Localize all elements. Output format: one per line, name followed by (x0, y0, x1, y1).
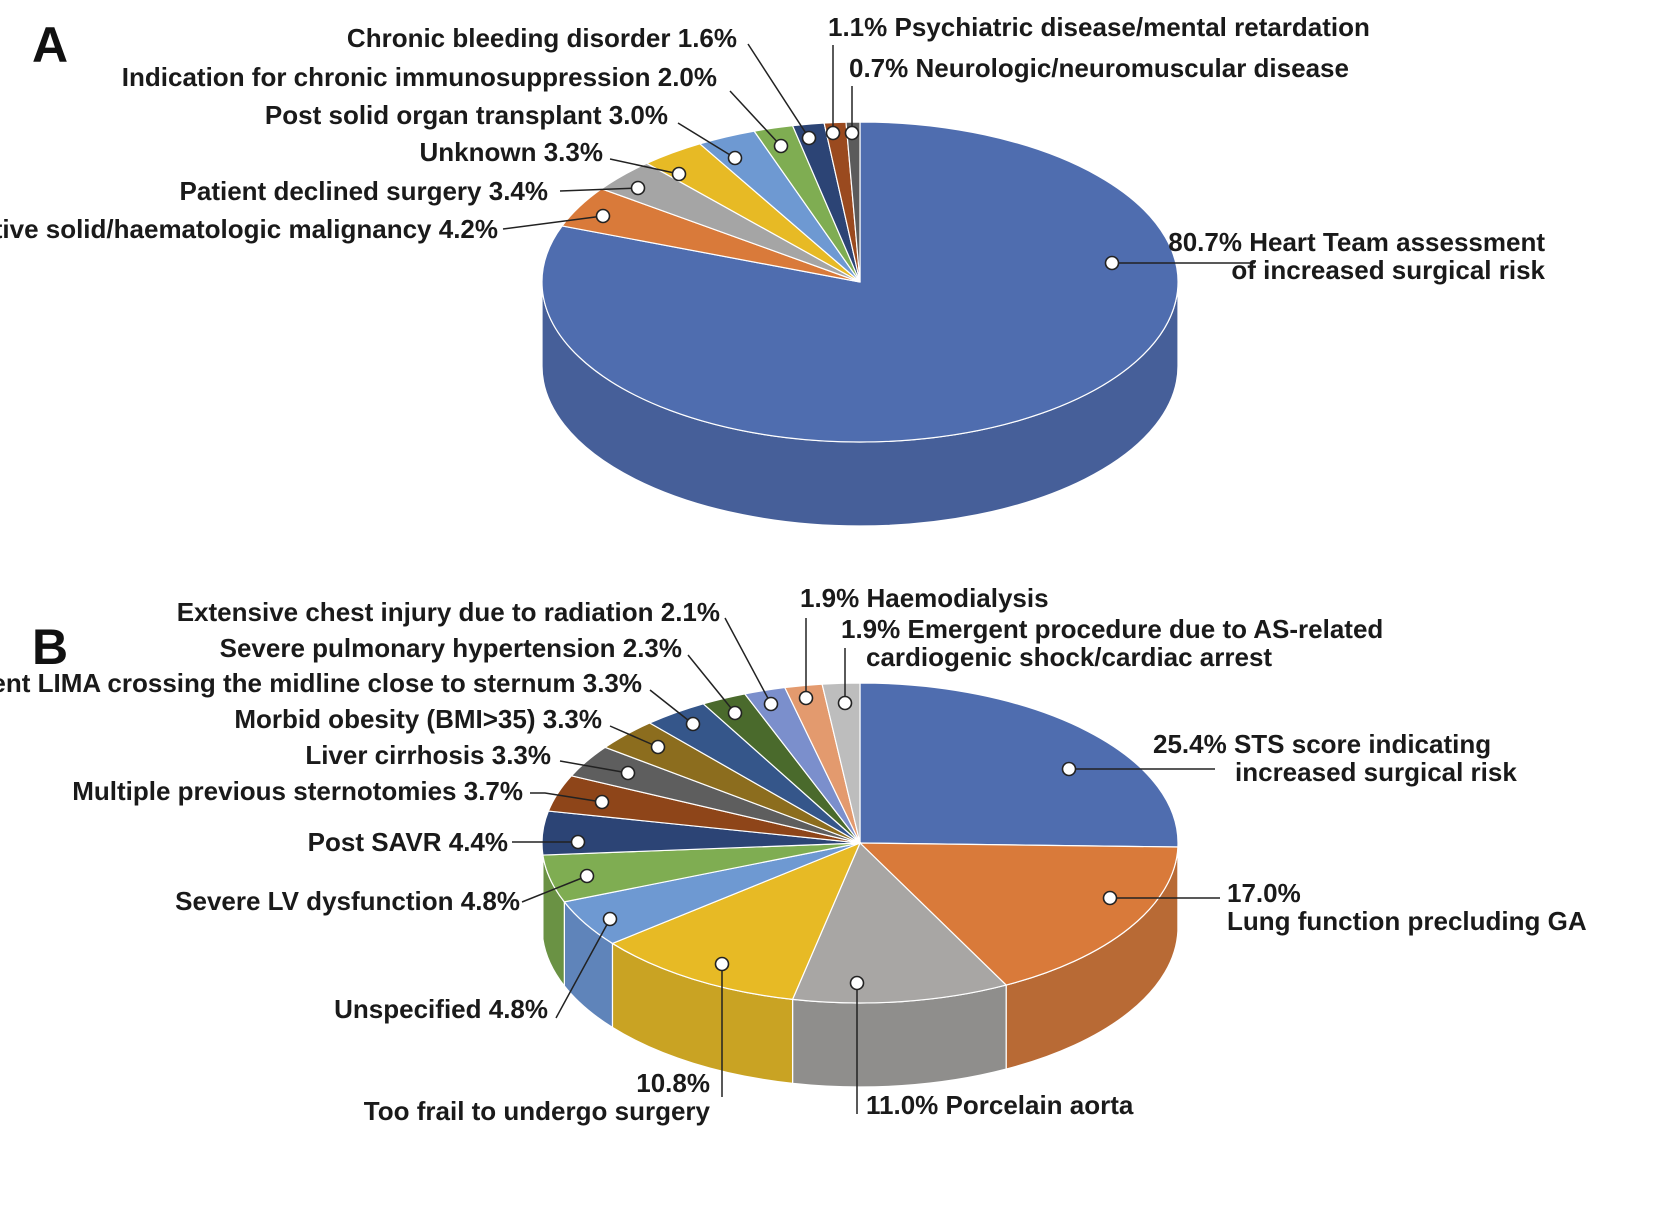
label-marker-chronic-bleeding-disorder (803, 132, 816, 145)
data-label-patient-declined-surgery: Patient declined surgery 3.4% (180, 176, 548, 206)
data-label-morbid-obesity-bmi-35: Morbid obesity (BMI>35) 3.3% (234, 704, 602, 734)
data-label-heart-team-assessment-of-increased-surgical-risk-line-1: 80.7% Heart Team assessment (1168, 227, 1545, 257)
data-label-indication-for-chronic-immunosuppression: Indication for chronic immunosuppression… (122, 62, 717, 92)
label-marker-patent-lima-crossing-the-midline-close-to-sternum (687, 718, 700, 731)
label-marker-liver-cirrhosis (622, 767, 635, 780)
data-label-extensive-chest-injury-due-to-radiation: Extensive chest injury due to radiation … (177, 597, 720, 627)
data-label-heart-team-assessment-of-increased-surgical-risk-line-2: of increased surgical risk (1231, 255, 1545, 285)
label-marker-psychiatric-disease-mental-retardation (827, 127, 840, 140)
panel-letter-b: B (32, 619, 68, 675)
panel-letter-a: A (32, 17, 68, 73)
data-label-severe-pulmonary-hypertension: Severe pulmonary hypertension 2.3% (220, 633, 682, 663)
label-marker-post-savr (572, 836, 585, 849)
label-marker-multiple-previous-sternotomies (596, 796, 609, 809)
data-label-haemodialysis: 1.9% Haemodialysis (800, 583, 1049, 613)
data-label-emergent-procedure-due-to-as-related-cardiogenic-shock-cardiac-arrest-line-2: cardiogenic shock/cardiac arrest (866, 642, 1272, 672)
data-label-lung-function-precluding-ga-line-1: 17.0% (1227, 878, 1301, 908)
data-label-sts-score-indicating-increased-surgical-risk-line-1: 25.4% STS score indicating (1153, 729, 1491, 759)
pie-slices (542, 683, 1178, 1003)
label-marker-patient-declined-surgery (632, 182, 645, 195)
label-marker-morbid-obesity-bmi-35 (652, 741, 665, 754)
label-marker-indication-for-chronic-immunosuppression (775, 140, 788, 153)
label-marker-heart-team-assessment-of-increased-surgical-risk (1106, 257, 1119, 270)
label-marker-neurologic-neuromuscular-disease (846, 127, 859, 140)
data-label-sts-score-indicating-increased-surgical-risk-line-2: increased surgical risk (1235, 757, 1517, 787)
data-label-porcelain-aorta: 11.0% Porcelain aorta (866, 1090, 1134, 1120)
label-marker-porcelain-aorta (851, 977, 864, 990)
pie-slice-sts-score-indicating-increased-surgical-risk (860, 683, 1178, 847)
leader-line-chronic-bleeding-disorder (748, 44, 809, 138)
data-label-psychiatric-disease-mental-retardation: 1.1% Psychiatric disease/mental retardat… (828, 12, 1370, 42)
data-label-neurologic-neuromuscular-disease: 0.7% Neurologic/neuromuscular disease (849, 53, 1349, 83)
label-marker-unknown (673, 168, 686, 181)
label-marker-unspecified (604, 913, 617, 926)
label-marker-extensive-chest-injury-due-to-radiation (765, 698, 778, 711)
data-label-too-frail-to-undergo-surgery-line-2: Too frail to undergo surgery (364, 1096, 711, 1126)
data-label-unspecified: Unspecified 4.8% (334, 994, 548, 1024)
label-marker-sts-score-indicating-increased-surgical-risk (1063, 763, 1076, 776)
label-marker-severe-pulmonary-hypertension (729, 707, 742, 720)
data-label-multiple-previous-sternotomies: Multiple previous sternotomies 3.7% (72, 776, 523, 806)
data-label-severe-lv-dysfunction: Severe LV dysfunction 4.8% (175, 886, 520, 916)
label-marker-emergent-procedure-due-to-as-related-cardiogenic-shock-cardiac-arrest (839, 697, 852, 710)
data-label-post-savr: Post SAVR 4.4% (308, 827, 508, 857)
leader-line-extensive-chest-injury-due-to-radiation (725, 618, 771, 704)
label-marker-severe-lv-dysfunction (581, 870, 594, 883)
data-label-too-frail-to-undergo-surgery-line-1: 10.8% (636, 1068, 710, 1098)
data-label-lung-function-precluding-ga-line-2: Lung function precluding GA (1227, 906, 1587, 936)
pie-slices (542, 122, 1178, 442)
data-label-liver-cirrhosis: Liver cirrhosis 3.3% (305, 740, 551, 770)
label-marker-too-frail-to-undergo-surgery (716, 958, 729, 971)
label-marker-post-solid-organ-transplant (729, 152, 742, 165)
data-label-unknown: Unknown 3.3% (420, 137, 603, 167)
label-marker-lung-function-precluding-ga (1104, 892, 1117, 905)
data-label-post-solid-organ-transplant: Post solid organ transplant 3.0% (265, 100, 668, 130)
data-label-emergent-procedure-due-to-as-related-cardiogenic-shock-cardiac-arrest-line-1: 1.9% Emergent procedure due to AS-relate… (841, 614, 1383, 644)
label-marker-haemodialysis (800, 692, 813, 705)
data-label-chronic-bleeding-disorder: Chronic bleeding disorder 1.6% (347, 23, 737, 53)
label-marker-active-solid-haematologic-malignancy (597, 210, 610, 223)
data-label-patent-lima-crossing-the-midline-close-to-sternum: Patent LIMA crossing the midline close t… (0, 668, 642, 698)
data-label-active-solid-haematologic-malignancy: Active solid/haematologic malignancy 4.2… (0, 214, 498, 244)
